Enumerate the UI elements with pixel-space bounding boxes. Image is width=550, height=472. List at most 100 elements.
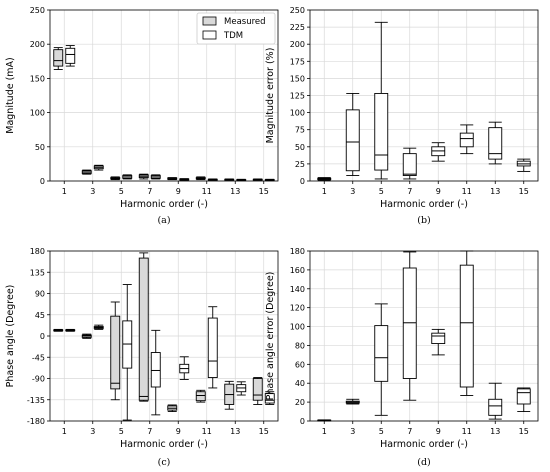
box-iqr [374, 92, 389, 171]
box-iqr [374, 325, 389, 382]
y-tick-label: 90 [35, 290, 45, 299]
y-tick-label: 80 [295, 341, 305, 350]
x-tick-label: 15 [519, 427, 529, 436]
x-tick-label: 3 [90, 427, 95, 436]
y-tick-label: 60 [295, 360, 305, 369]
box-measured-15 [252, 377, 263, 405]
box-measured-3 [81, 333, 92, 339]
x-tick-label: 5 [119, 187, 124, 196]
y-tick-label: 250 [290, 6, 305, 15]
y-tick-label: 40 [295, 379, 305, 388]
x-tick-label: 11 [462, 427, 472, 436]
box-error-5 [374, 21, 389, 180]
y-axis-label: Magnitude error (%) [265, 48, 276, 144]
box-measured-3 [81, 169, 92, 175]
box-error-11 [459, 124, 474, 155]
box-tdm-15 [264, 391, 275, 405]
panel-caption: (d) [417, 457, 431, 468]
box-tdm-11 [207, 306, 218, 389]
y-tick-label: -90 [32, 375, 45, 384]
axes-frame [309, 250, 539, 422]
x-tick-label: 1 [62, 427, 67, 436]
box-iqr [516, 388, 531, 405]
x-tick-label: 7 [147, 187, 152, 196]
x-axis-label: Harmonic order (-) [380, 439, 468, 450]
box-iqr [207, 317, 218, 379]
y-axis-label: Phase angle error (Degree) [265, 272, 276, 401]
legend-swatch-tdm [202, 30, 217, 40]
box-iqr [252, 378, 263, 401]
panel-caption: (b) [417, 215, 431, 226]
y-tick-label: -135 [27, 396, 45, 405]
box-measured-5 [110, 176, 121, 181]
box-error-13 [488, 121, 503, 165]
axes-frame [49, 9, 279, 182]
x-tick-label: 9 [436, 187, 441, 196]
y-tick-label: 175 [290, 57, 305, 66]
y-tick-label: 100 [30, 109, 45, 118]
box-tdm-7 [150, 174, 161, 180]
box-measured-13 [224, 380, 235, 410]
box-tdm-11 [207, 178, 218, 181]
x-axis-label: Harmonic order (-) [120, 439, 208, 450]
box-error-11 [459, 250, 474, 396]
box-measured-1 [53, 328, 64, 332]
box-iqr [345, 109, 360, 172]
legend-label-measured: Measured [224, 17, 266, 27]
box-iqr [264, 393, 275, 404]
box-measured-7 [138, 173, 149, 180]
box-error-15 [516, 387, 531, 413]
legend-label-tdm: TDM [223, 31, 243, 41]
box-error-13 [488, 382, 503, 420]
box-iqr [488, 127, 503, 160]
axes-frame [309, 9, 539, 182]
box-iqr [138, 257, 149, 401]
box-iqr [431, 332, 446, 345]
x-tick-label: 3 [350, 427, 355, 436]
box-measured-15 [252, 178, 263, 181]
y-tick-label: 0 [300, 177, 305, 186]
y-tick-label: 160 [290, 266, 305, 275]
box-measured-11 [195, 176, 206, 181]
y-tick-label: 100 [290, 323, 305, 332]
y-tick-label: 140 [290, 285, 305, 294]
box-error-9 [431, 142, 446, 162]
y-tick-label: 25 [295, 160, 305, 169]
y-tick-label: 100 [290, 109, 305, 118]
x-axis-label: Harmonic order (-) [120, 199, 208, 210]
x-tick-label: 5 [379, 427, 384, 436]
y-tick-label: 0 [40, 177, 45, 186]
box-measured-13 [224, 178, 235, 181]
box-tdm-1 [65, 45, 76, 67]
legend: Measured TDM [196, 12, 276, 45]
x-tick-label: 11 [202, 187, 212, 196]
y-tick-label: 125 [290, 92, 305, 101]
y-tick-label: -180 [27, 417, 45, 426]
box-iqr [488, 398, 503, 416]
x-tick-label: 13 [490, 187, 500, 196]
box-iqr [195, 391, 206, 402]
x-tick-label: 13 [230, 427, 240, 436]
x-tick-label: 5 [379, 187, 384, 196]
x-tick-label: 7 [147, 427, 152, 436]
box-error-15 [516, 158, 531, 172]
panel-caption: (a) [157, 215, 170, 226]
y-tick-label: 0 [300, 417, 305, 426]
y-tick-label: 50 [295, 143, 305, 152]
box-iqr [459, 132, 474, 148]
box-tdm-1 [65, 328, 76, 332]
y-tick-label: 75 [295, 126, 305, 135]
y-tick-label: 225 [290, 23, 305, 32]
y-tick-label: 200 [290, 40, 305, 49]
x-tick-label: 13 [230, 187, 240, 196]
x-tick-label: 1 [322, 187, 327, 196]
panel-caption: (c) [158, 457, 171, 468]
box-error-7 [402, 147, 417, 180]
box-tdm-15 [264, 178, 275, 182]
box-tdm-13 [236, 381, 247, 396]
axes-frame [49, 250, 279, 422]
x-tick-label: 1 [62, 187, 67, 196]
